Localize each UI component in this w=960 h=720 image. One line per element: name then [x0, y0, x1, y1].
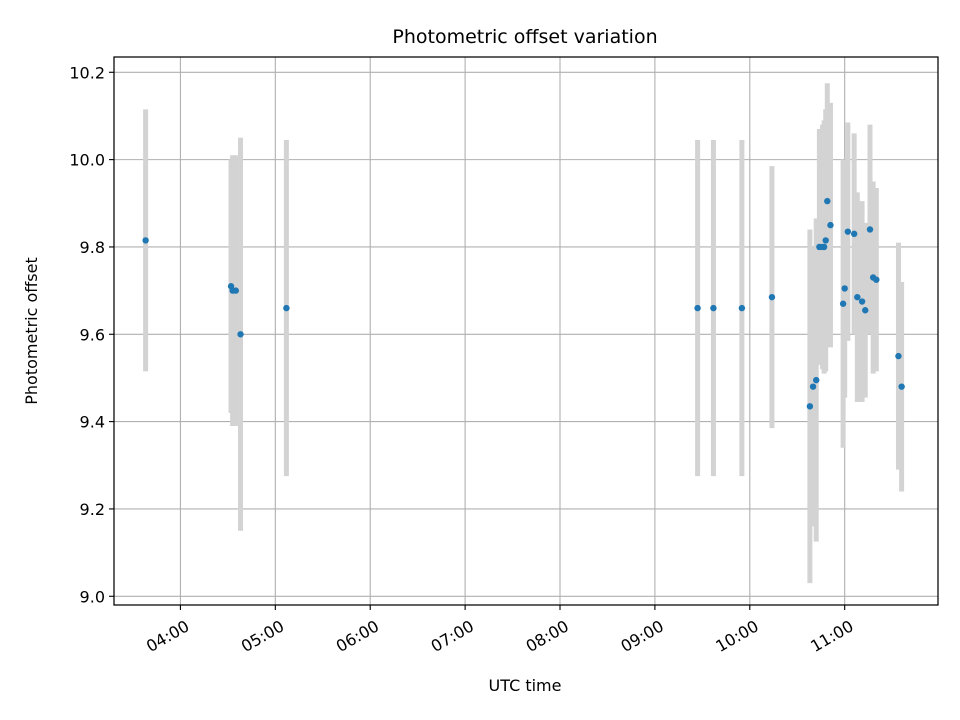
- data-point: [850, 230, 858, 238]
- data-points: [142, 197, 905, 410]
- x-axis-label: UTC time: [489, 676, 562, 695]
- data-point: [820, 243, 828, 251]
- y-tick-label: 10.2: [69, 63, 105, 82]
- data-point: [824, 197, 831, 205]
- data-point: [862, 307, 869, 314]
- data-point: [694, 304, 701, 312]
- data-point: [858, 298, 866, 305]
- y-tick-label: 9.2: [80, 500, 105, 519]
- data-point: [866, 226, 874, 233]
- data-point: [844, 228, 852, 235]
- y-tick-label: 9.4: [80, 413, 105, 432]
- plot-area-frame: [113, 56, 939, 606]
- y-tick-label: 9.6: [80, 325, 105, 344]
- data-point: [232, 287, 239, 294]
- data-point: [898, 383, 905, 390]
- data-point: [283, 304, 290, 312]
- data-point: [873, 276, 880, 283]
- data-point: [854, 293, 861, 301]
- data-point: [710, 304, 717, 312]
- data-point: [827, 221, 834, 229]
- y-axis-label: Photometric offset: [22, 257, 41, 405]
- y-axis-ticks: 9.0 9.2 9.4 9.6 9.8 10.0 10.2: [69, 63, 114, 606]
- data-point: [813, 376, 820, 384]
- data-point: [768, 293, 776, 301]
- data-point: [806, 403, 814, 410]
- data-point: [822, 237, 829, 244]
- data-point: [839, 300, 847, 307]
- data-point: [895, 352, 902, 360]
- data-point: [237, 331, 244, 338]
- data-point: [809, 383, 817, 390]
- data-point: [738, 304, 746, 312]
- data-point: [142, 237, 149, 244]
- data-point: [841, 285, 848, 292]
- chart-title: Photometric offset variation: [392, 26, 657, 48]
- y-tick-label: 10.0: [69, 151, 105, 170]
- y-tick-label: 9.0: [80, 587, 105, 606]
- y-tick-label: 9.8: [80, 238, 105, 257]
